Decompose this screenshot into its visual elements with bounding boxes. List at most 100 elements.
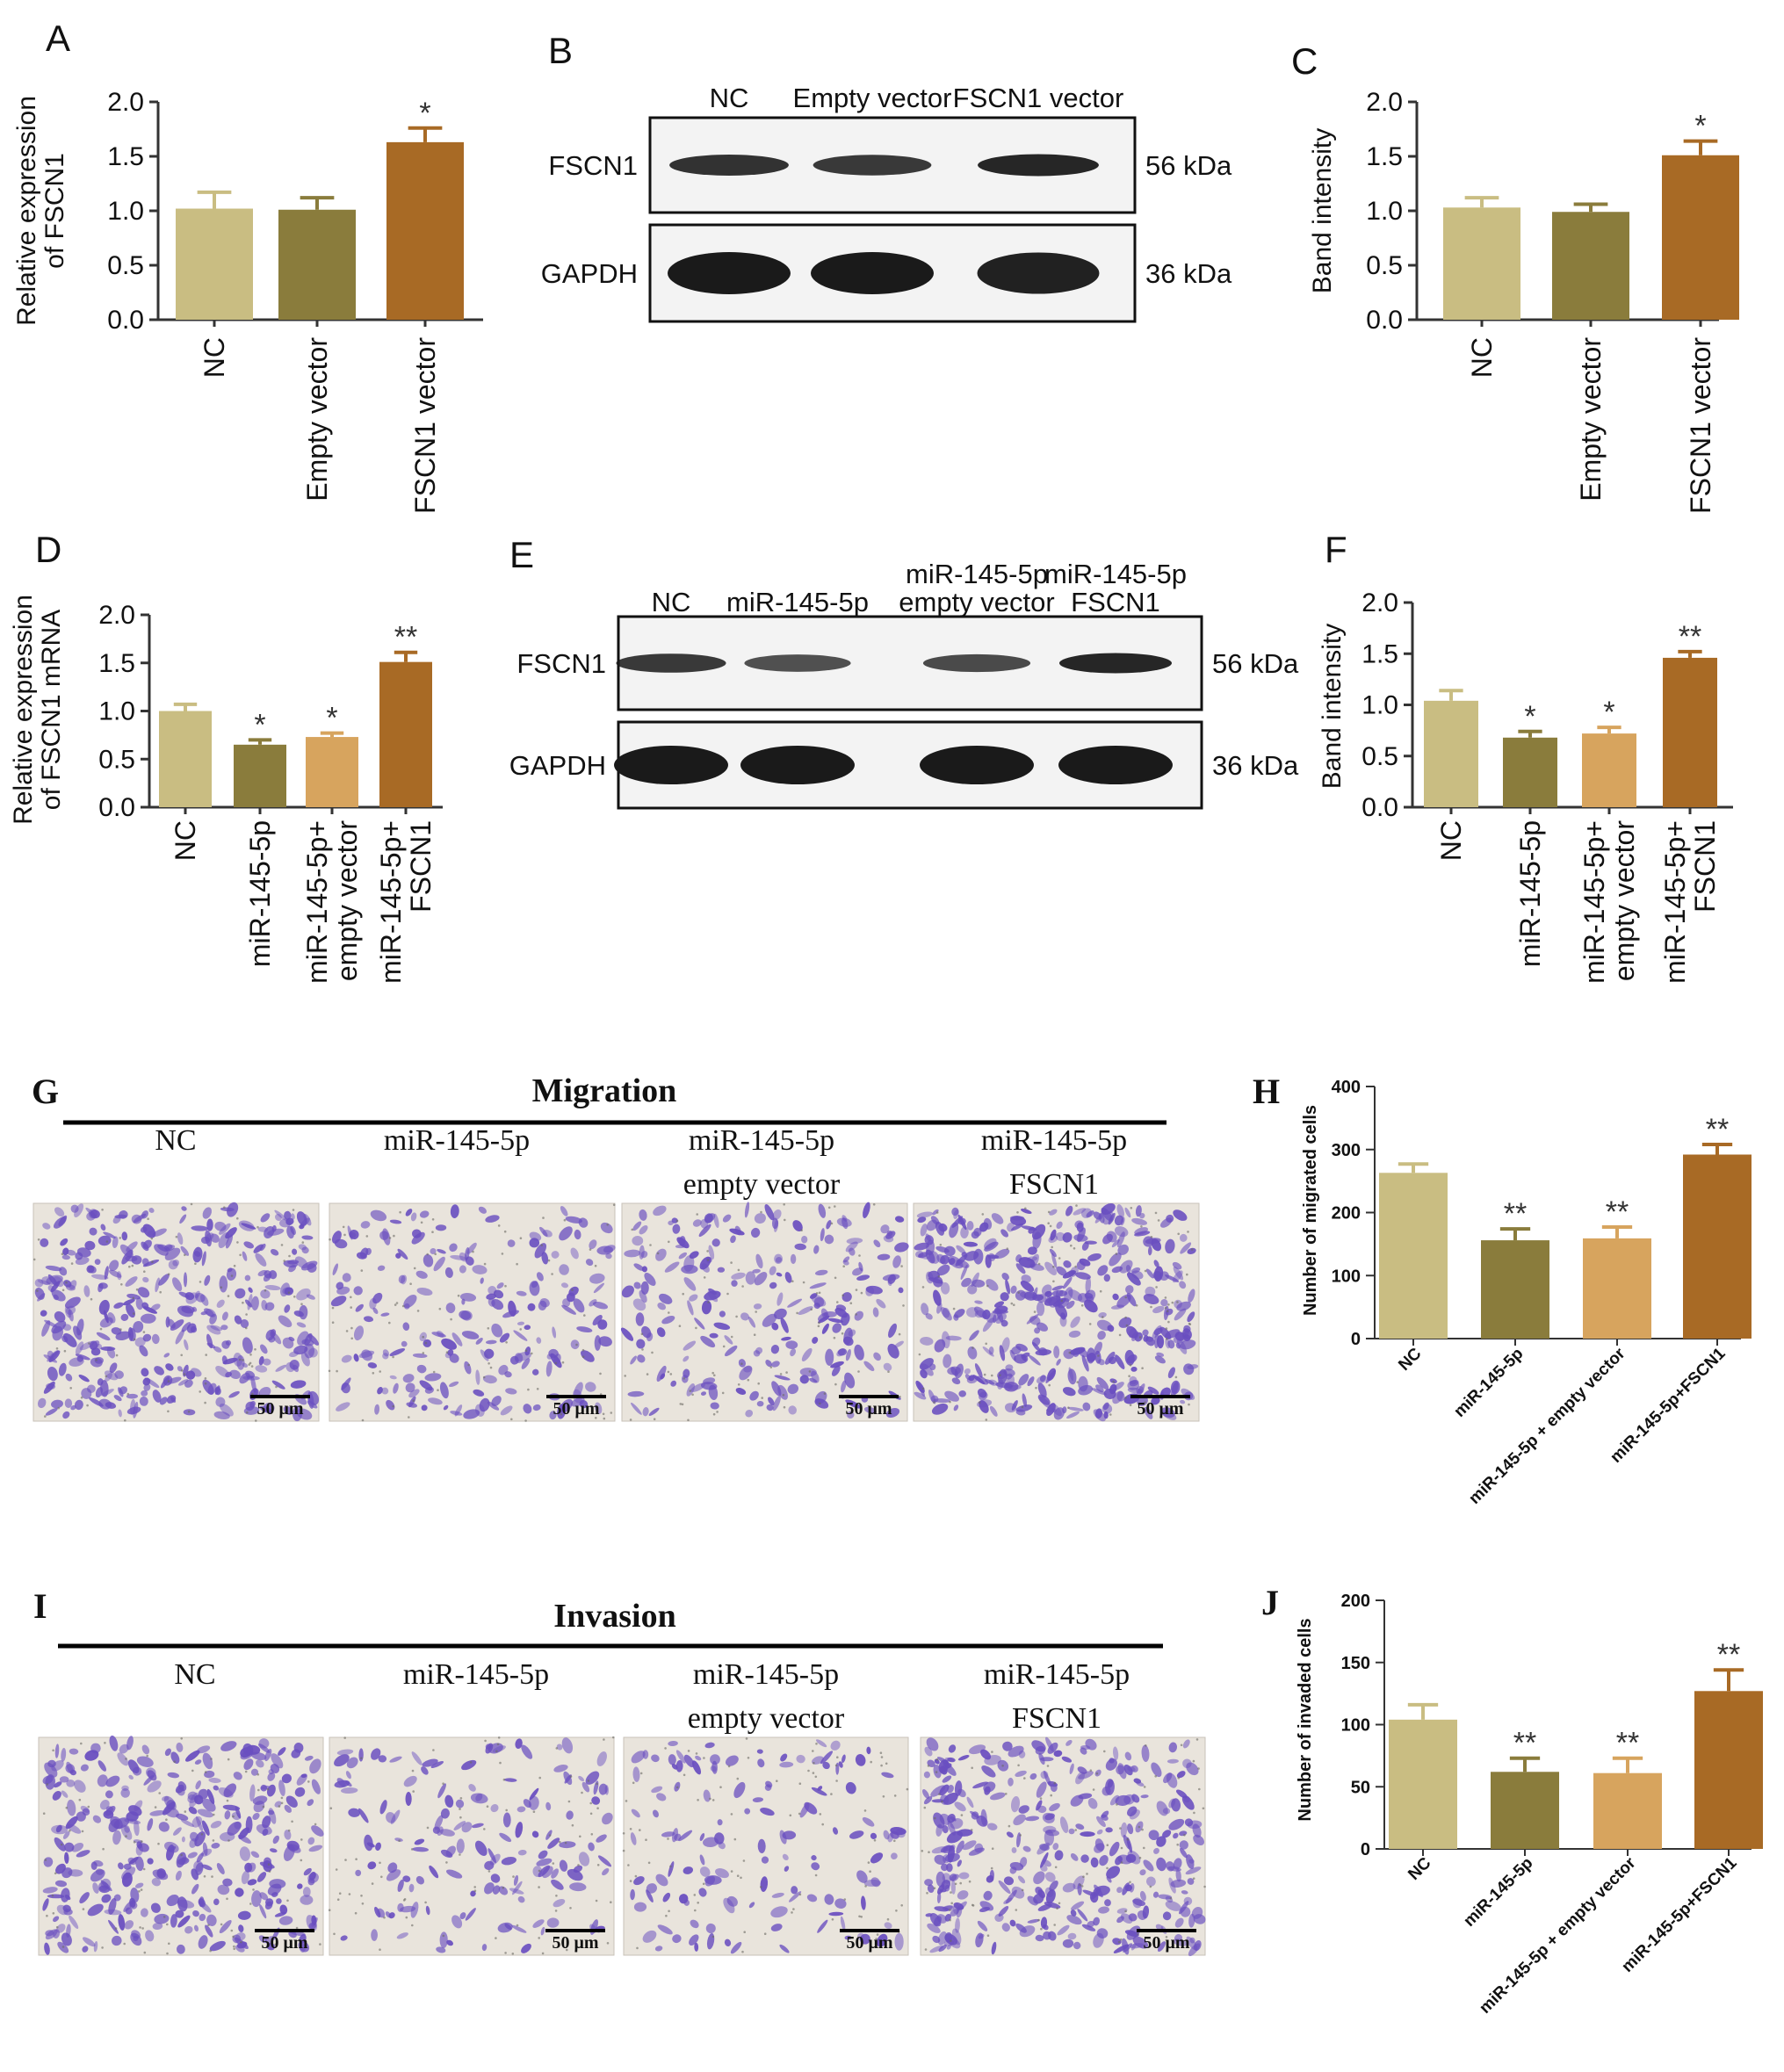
membrane-pore [287, 1291, 291, 1294]
stained-cell [944, 1757, 955, 1762]
membrane-pore [899, 1395, 901, 1398]
stained-cell [255, 1759, 264, 1768]
membrane-pore [706, 1250, 709, 1253]
stained-cell [307, 1873, 319, 1883]
membrane-pore [629, 1419, 632, 1421]
stained-cell [971, 1272, 979, 1288]
stained-cell [486, 1293, 496, 1300]
stained-cell [76, 1850, 90, 1858]
stained-cell [301, 1235, 314, 1240]
membrane-pore [166, 1952, 169, 1955]
stained-cell [943, 1762, 957, 1776]
stained-cell [630, 1888, 635, 1901]
membrane-pore [459, 1808, 461, 1810]
stained-cell [256, 1872, 267, 1882]
membrane-pore [782, 1394, 785, 1397]
stained-cell [1160, 1299, 1168, 1307]
stained-cell [1062, 1387, 1076, 1397]
stained-cell [83, 1285, 90, 1297]
membrane-pore [855, 1313, 857, 1316]
membrane-pore [836, 1756, 839, 1758]
blot-band [744, 654, 851, 672]
stained-cell [379, 1800, 387, 1815]
stained-cell [1126, 1272, 1141, 1286]
stained-cell [972, 1781, 989, 1789]
stained-cell [1143, 1236, 1154, 1247]
blot-size-label: 36 kDa [1212, 750, 1299, 781]
stained-cell [461, 1331, 480, 1339]
membrane-pore [893, 1794, 897, 1797]
stained-cell [42, 1898, 49, 1911]
membrane-pore [365, 1235, 369, 1238]
stained-cell [672, 1224, 681, 1234]
membrane-pore [1040, 1927, 1043, 1931]
membrane-pore [238, 1358, 242, 1361]
stained-cell [830, 1740, 841, 1751]
stained-cell [1117, 1244, 1130, 1255]
membrane-pore [571, 1289, 574, 1291]
membrane-pore [835, 1780, 838, 1782]
stained-cell [588, 1842, 595, 1852]
stained-cell [51, 1824, 69, 1835]
stained-cell [1051, 1253, 1058, 1268]
y-tick-label: 2.0 [107, 88, 144, 117]
stained-cell [945, 1335, 962, 1341]
stained-cell [288, 1264, 297, 1273]
stained-cell [177, 1787, 185, 1796]
stained-cell [1194, 1940, 1202, 1951]
membrane-pore [567, 1800, 571, 1803]
stained-cell [787, 1383, 799, 1395]
stained-cell [62, 1247, 69, 1256]
stained-cell [938, 1944, 947, 1953]
membrane-pore [1149, 1885, 1152, 1888]
stained-cell [261, 1300, 268, 1311]
stained-cell [1170, 1879, 1187, 1888]
membrane-pore [855, 1289, 858, 1291]
stained-cell [703, 1789, 711, 1802]
stained-cell [258, 1355, 264, 1366]
membrane-pore [123, 1942, 126, 1946]
stained-cell [771, 1217, 779, 1230]
y-tick-label: 1.0 [1361, 691, 1398, 720]
membrane-pore [1074, 1829, 1077, 1831]
stained-cell [596, 1751, 607, 1766]
stained-cell [289, 1351, 299, 1358]
stained-cell [299, 1304, 308, 1320]
stained-cell [284, 1210, 292, 1220]
membrane-pore [577, 1864, 580, 1866]
membrane-pore [173, 1760, 176, 1763]
membrane-pore [590, 1833, 594, 1836]
stained-cell [124, 1825, 130, 1833]
blot-protein-label: GAPDH [509, 750, 606, 781]
stained-cell [179, 1214, 187, 1224]
stained-cell [410, 1212, 417, 1222]
stained-cell [841, 1754, 846, 1764]
stained-cell [887, 1274, 896, 1284]
membrane-pore [691, 1393, 694, 1397]
bar [1683, 1154, 1751, 1339]
membrane-pore [184, 1253, 186, 1257]
stained-cell [301, 1246, 309, 1254]
stained-cell [539, 1226, 548, 1237]
membrane-pore [250, 1365, 254, 1368]
stained-cell [372, 1307, 379, 1315]
stained-cell [1192, 1823, 1202, 1838]
stained-cell [371, 1748, 381, 1760]
stained-cell [307, 1799, 314, 1807]
membrane-pore [244, 1770, 248, 1773]
membrane-pore [256, 1773, 260, 1776]
significance-marker: ** [1717, 1638, 1740, 1671]
membrane-pore [1176, 1843, 1179, 1846]
membrane-pore [579, 1835, 581, 1838]
bar [379, 661, 432, 807]
membrane-pore [581, 1791, 583, 1794]
stained-cell [501, 1856, 516, 1866]
stained-cell [98, 1299, 110, 1315]
membrane-pore [603, 1417, 606, 1420]
stained-cell [1085, 1738, 1097, 1751]
stained-cell [830, 1361, 844, 1368]
stained-cell [639, 1289, 647, 1303]
stained-cell [358, 1808, 369, 1823]
stained-cell [109, 1260, 119, 1272]
